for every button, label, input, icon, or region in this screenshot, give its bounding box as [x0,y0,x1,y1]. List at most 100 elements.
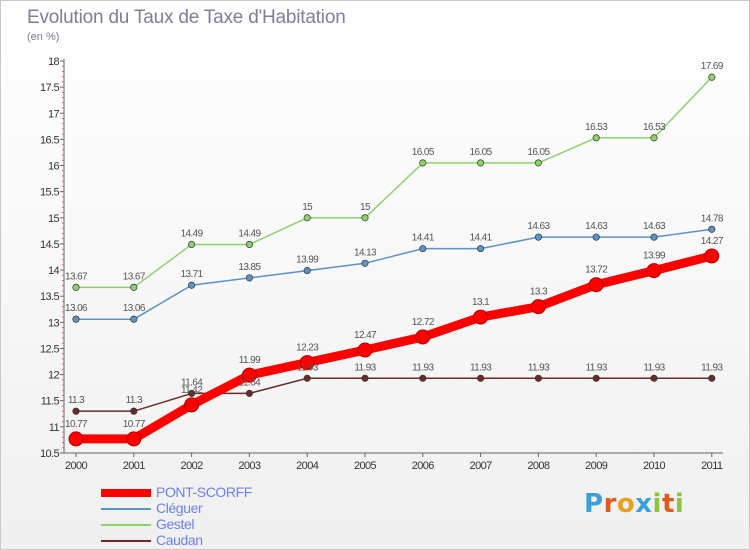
data-label: 11.93 [643,362,665,373]
data-point [184,397,200,413]
x-tick-label: 2009 [585,460,608,472]
legend-swatch [101,540,151,542]
logo-letter: i [674,489,685,519]
x-tick-label: 2010 [643,460,666,472]
data-point [72,283,80,291]
y-tick-label: 11 [49,422,60,434]
data-point [534,159,542,167]
series-line [71,251,717,444]
data-point [477,374,485,382]
data-point [245,240,253,249]
y-tick-label: 12 [48,370,60,382]
data-point [303,374,311,382]
logo-letter: x [635,489,653,519]
logo-letter: P [584,489,604,519]
data-point [241,367,257,383]
data-point [534,233,542,241]
legend-swatch [101,489,151,497]
data-point [361,259,369,267]
data-label: 14.78 [701,213,724,224]
data-label: 13.3 [530,287,548,298]
data-label: 14.27 [701,236,724,247]
data-label: 16.05 [527,147,550,158]
data-label: 14.13 [354,247,377,258]
series-3 [72,374,716,415]
logo-letter: i [652,489,662,519]
data-label: 13.71 [181,269,204,280]
data-point [188,240,196,249]
data-label: 10.77 [123,419,146,430]
data-label: 11.3 [126,395,143,406]
series-0 [68,248,720,447]
data-point [245,389,253,397]
data-point [68,431,84,447]
series-2 [72,73,716,291]
y-tick-label: 15.5 [40,187,59,199]
x-tick-label: 2003 [238,460,261,472]
y-tick-label: 16.5 [40,134,59,146]
data-label: 13.1 [472,297,490,308]
data-point [419,374,427,382]
y-tick-label: 13.5 [40,291,59,303]
data-label: 11.93 [297,362,319,373]
data-point [592,233,600,241]
data-label: 13.67 [123,271,146,282]
data-point [473,309,489,325]
legend-label: Gestel [156,516,195,532]
y-tick-label: 14 [48,265,60,277]
y-tick-label: 12.5 [40,343,59,355]
logo-letter: r [603,489,617,519]
legend-swatch [101,508,151,510]
x-tick-label: 2008 [527,460,550,472]
data-point [708,374,716,382]
x-tick-label: 2005 [354,460,377,472]
x-tick-label: 2007 [470,460,493,472]
data-point [361,214,369,222]
y-tick-label: 17.5 [40,82,59,94]
x-tick-label: 2000 [65,460,88,472]
data-point [303,214,311,222]
data-label: 11.93 [701,362,723,373]
data-label: 12.23 [296,343,319,354]
data-label: 13.06 [65,303,88,314]
data-label: 11.93 [586,362,608,373]
data-point [477,245,485,253]
data-label: 11.64 [239,377,261,388]
data-label: 12.47 [354,330,377,341]
data-point [534,374,542,382]
data-label: 16.05 [470,147,493,158]
data-point [530,299,546,315]
series-layer [68,73,720,447]
data-point [188,281,196,289]
data-label: 11.99 [239,355,261,366]
x-tick-label: 2004 [296,460,319,472]
data-point [419,159,427,167]
data-label: 13.99 [296,255,319,266]
data-point [650,374,658,382]
data-point [650,233,658,241]
data-label: 11.93 [528,362,550,373]
data-label: 14.41 [470,233,493,244]
data-label: 16.53 [643,122,666,133]
data-label: 13.72 [585,265,608,276]
data-label: 14.41 [412,233,435,244]
y-tick-label: 17 [48,108,60,120]
data-point [303,267,311,275]
x-tick-label: 2001 [123,460,146,472]
data-point [646,263,662,279]
data-label: 16.05 [412,147,435,158]
data-point [72,407,80,415]
data-label: 14.49 [181,228,204,239]
series-line [75,228,713,320]
legend-swatch [101,524,151,526]
data-label: 12.72 [412,317,435,328]
data-label: 13.99 [643,251,666,262]
y-tick-label: 13 [48,317,60,329]
data-point [130,315,138,323]
data-label: 14.63 [527,221,550,232]
data-point [708,73,716,81]
data-label: 11.93 [354,362,376,373]
data-point [588,277,604,293]
x-tick-label: 2006 [412,460,435,472]
